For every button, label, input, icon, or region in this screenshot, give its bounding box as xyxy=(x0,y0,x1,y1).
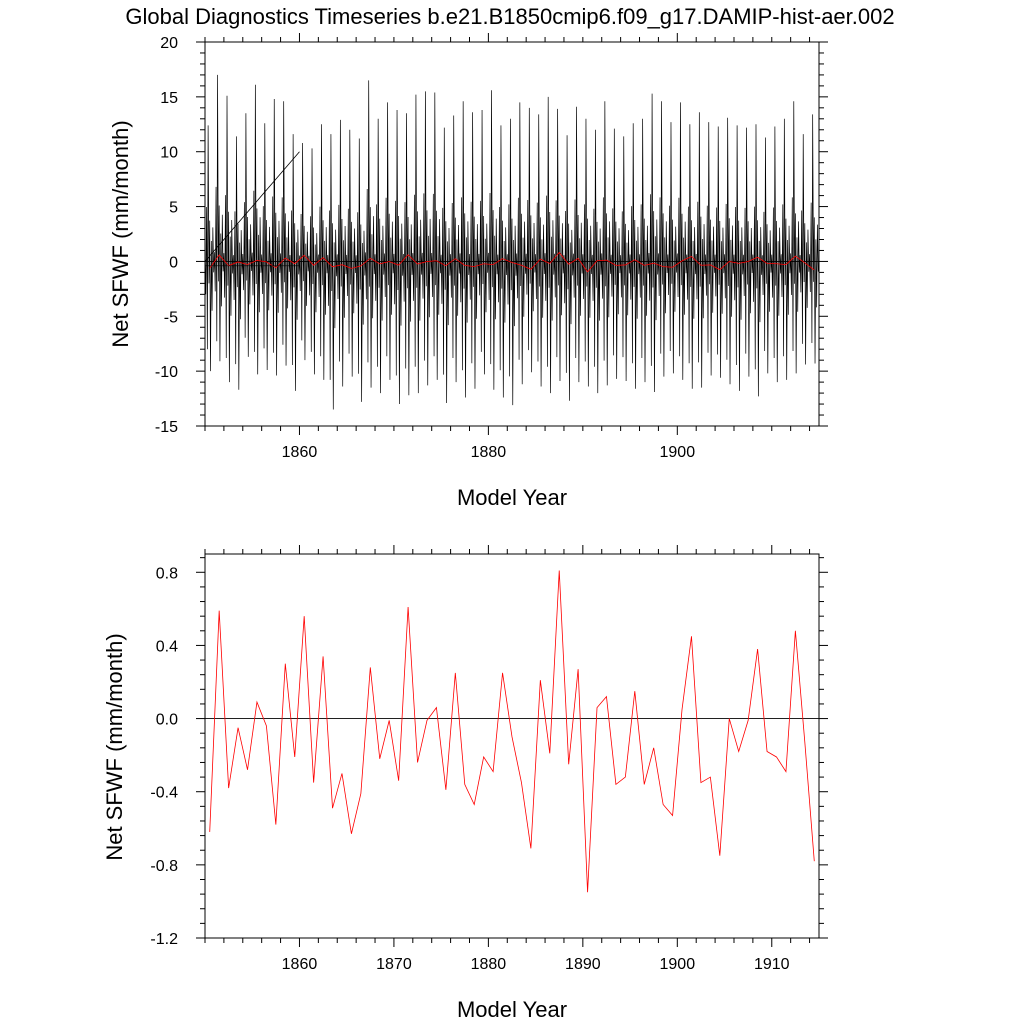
bottom-x-tick-label: 1860 xyxy=(282,956,318,973)
top-y-tick-label: -10 xyxy=(155,364,178,381)
bottom-x-axis-label: Model Year xyxy=(457,997,567,1022)
top-diagonal-reference-line xyxy=(204,151,300,262)
bottom-y-tick-label: 0.8 xyxy=(156,565,178,582)
top-series-1-line xyxy=(209,251,815,273)
top-y-tick-label: 0 xyxy=(169,254,178,271)
bottom-x-tick-label: 1890 xyxy=(565,956,601,973)
top-y-tick-label: 5 xyxy=(169,200,178,217)
bottom-y-tick-label: -1.2 xyxy=(150,931,178,948)
bottom-y-tick-label: -0.4 xyxy=(150,785,178,802)
top-x-tick-label: 1900 xyxy=(660,444,696,461)
top-y-tick-label: 20 xyxy=(160,35,178,52)
bottom-x-tick-label: 1910 xyxy=(754,956,790,973)
top-ticks: 1860 1880 1900 20 15 10 5 0 -5 -10 -15 xyxy=(155,33,828,461)
top-series-0-line xyxy=(204,74,819,410)
bottom-x-tick-label: 1880 xyxy=(471,956,507,973)
top-y-axis-label: Net SFWF (mm/month) xyxy=(108,120,133,347)
top-y-tick-label: 10 xyxy=(160,145,178,162)
top-series-group xyxy=(204,74,819,410)
top-x-tick-label: 1880 xyxy=(471,444,507,461)
bottom-plot-frame xyxy=(204,553,820,939)
bottom-y-axis-label: Net SFWF (mm/month) xyxy=(102,633,127,860)
bottom-ticks: 1860 1870 1880 1890 1900 1910 0.8 0.4 0.0 -0.4 -0.… xyxy=(150,545,828,973)
top-plot-frame xyxy=(204,41,820,427)
top-y-tick-label: 15 xyxy=(160,90,178,107)
bottom-series-0-line xyxy=(209,570,815,893)
bottom-panel: 1860 1870 1880 1890 1900 1910 0.8 0.4 0.0 -0.4 -0.… xyxy=(102,545,828,1022)
bottom-y-tick-label: 0.0 xyxy=(156,712,178,729)
bottom-y-tick-label: 0.4 xyxy=(156,638,178,655)
top-x-tick-label: 1860 xyxy=(282,444,318,461)
top-y-tick-label: -15 xyxy=(155,419,178,436)
top-y-tick-label: -5 xyxy=(164,309,178,326)
top-x-axis-label: Model Year xyxy=(457,485,567,510)
bottom-x-tick-label: 1900 xyxy=(660,956,696,973)
bottom-x-tick-label: 1870 xyxy=(376,956,412,973)
bottom-y-tick-label: -0.8 xyxy=(150,858,178,875)
bottom-series-group xyxy=(205,570,819,893)
figure-title: Global Diagnostics Timeseries b.e21.B185… xyxy=(125,4,894,29)
